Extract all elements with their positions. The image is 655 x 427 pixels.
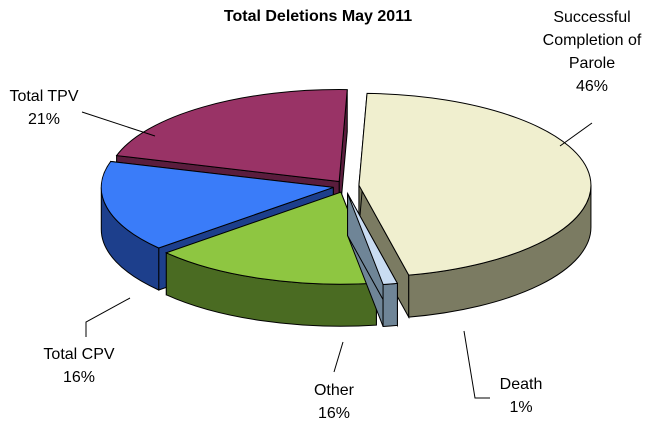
leader-line-successful-completion-of-parole (559, 122, 593, 147)
slice-value-total-tpv: 21% (28, 111, 60, 128)
slice-top-successful-completion-of-parole (358, 92, 592, 276)
leader-lines (81, 111, 593, 399)
chart-title: Total Deletions May 2011 (224, 8, 412, 25)
slice-death (347, 191, 399, 328)
slice-successful-completion-of-parole (358, 92, 592, 320)
leader-line-total-tpv (81, 111, 156, 137)
slice-value-successful-completion-of-parole: 46% (576, 78, 608, 95)
slice-top-death (347, 193, 399, 286)
slice-label-total-tpv: Total TPV 21% (9, 88, 78, 128)
slice-value-total-cpv: 16% (63, 369, 95, 386)
pie-slices (100, 89, 592, 328)
slice-value-death: 1% (509, 399, 532, 416)
slice-top-other (164, 191, 378, 285)
slice-label-successful-completion-of-parole: Successful Completion of Parole 46% (543, 9, 642, 95)
slice-label-total-cpv: Total CPV 16% (43, 346, 114, 386)
slice-value-other: 16% (318, 405, 350, 422)
slice-side-death (382, 282, 398, 328)
leader-line-total-cpv (85, 297, 131, 337)
slice-label-other: Other 16% (314, 382, 355, 422)
leader-line-other (333, 341, 344, 373)
leader-line-death (463, 330, 490, 399)
slice-label-death: Death 1% (500, 376, 543, 416)
slice-labels: Successful Completion of Parole 46% Death 1% O… (9, 9, 641, 422)
slice-top-total-cpv (100, 160, 334, 249)
slice-top-total-tpv (115, 89, 348, 183)
